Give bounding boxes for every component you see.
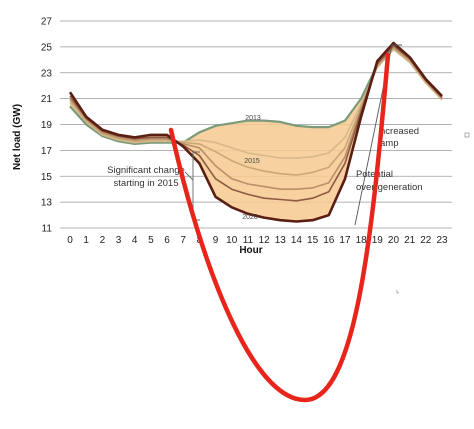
x-tick-label: 10 [226, 235, 238, 246]
annotation-ramp-line [354, 44, 402, 226]
annotation-line: over-generation [356, 182, 423, 193]
y-tick-label: 21 [41, 94, 53, 105]
series-line-5 [68, 41, 443, 223]
y-tick-labels: 11 13 15 17 19 21 23 25 27 [41, 17, 53, 235]
y-tick-label: 19 [41, 120, 53, 131]
red-freehand-curve [168, 52, 391, 403]
x-tick-label: 0 [67, 235, 73, 246]
x-tick-label: 21 [404, 235, 416, 246]
annotation-line: amp [380, 138, 398, 149]
year-label-2013: 2013 [245, 115, 261, 122]
y-axis-title: Net load (GW) [12, 104, 23, 170]
x-tick-label: 23 [436, 235, 448, 246]
y-tick-label: 27 [41, 17, 53, 28]
x-tick-label: 9 [213, 235, 219, 246]
y-tick-label: 23 [41, 68, 53, 79]
x-tick-label: 16 [323, 235, 335, 246]
edge-mark [396, 290, 399, 294]
edge-marks [240, 132, 470, 294]
x-tick-label: 5 [148, 235, 154, 246]
series-lines [68, 41, 443, 223]
x-tick-label: 3 [116, 235, 122, 246]
x-tick-label: 1 [83, 235, 89, 246]
x-tick-label: 6 [164, 235, 170, 246]
y-tick-label: 25 [41, 42, 53, 53]
annotation-line: starting in 2015 [114, 178, 179, 189]
x-tick-label: 2 [100, 235, 106, 246]
series-line-2 [69, 47, 443, 176]
x-tick-label: 20 [388, 235, 400, 246]
year-labels: 2013 2015 2020 [242, 115, 261, 221]
annotation-increased-ramp: ncreased amp [354, 44, 419, 226]
edge-mark [464, 132, 470, 138]
edge-mark [240, 247, 243, 251]
x-tick-label: 13 [275, 235, 287, 246]
x-tick-label: 17 [339, 235, 351, 246]
x-tick-label: 4 [132, 235, 138, 246]
x-tick-label: 22 [420, 235, 432, 246]
year-label-2020: 2020 [242, 214, 258, 221]
y-tick-label: 15 [41, 172, 53, 183]
y-tick-label: 13 [41, 198, 53, 209]
x-tick-label: 7 [180, 235, 186, 246]
year-label-2015: 2015 [244, 158, 260, 165]
x-axis-title: Hour [239, 245, 262, 256]
x-tick-label: 12 [259, 235, 271, 246]
series-line-1 [69, 48, 443, 159]
x-tick-label: 15 [307, 235, 319, 246]
x-tick-label: 11 [243, 235, 254, 246]
y-tick-label: 11 [42, 224, 53, 235]
x-tick-label: 18 [356, 235, 368, 246]
series-line-3 [69, 46, 443, 190]
x-tick-label: 14 [291, 235, 303, 246]
y-tick-label: 17 [41, 146, 53, 157]
annotation-line: ncreased [380, 126, 419, 137]
over-generation-fill [70, 43, 442, 222]
annotation-line: Significant change [107, 165, 185, 176]
annotation-over-generation: Potential over-generation [356, 169, 423, 193]
x-tick-label: 19 [372, 235, 384, 246]
